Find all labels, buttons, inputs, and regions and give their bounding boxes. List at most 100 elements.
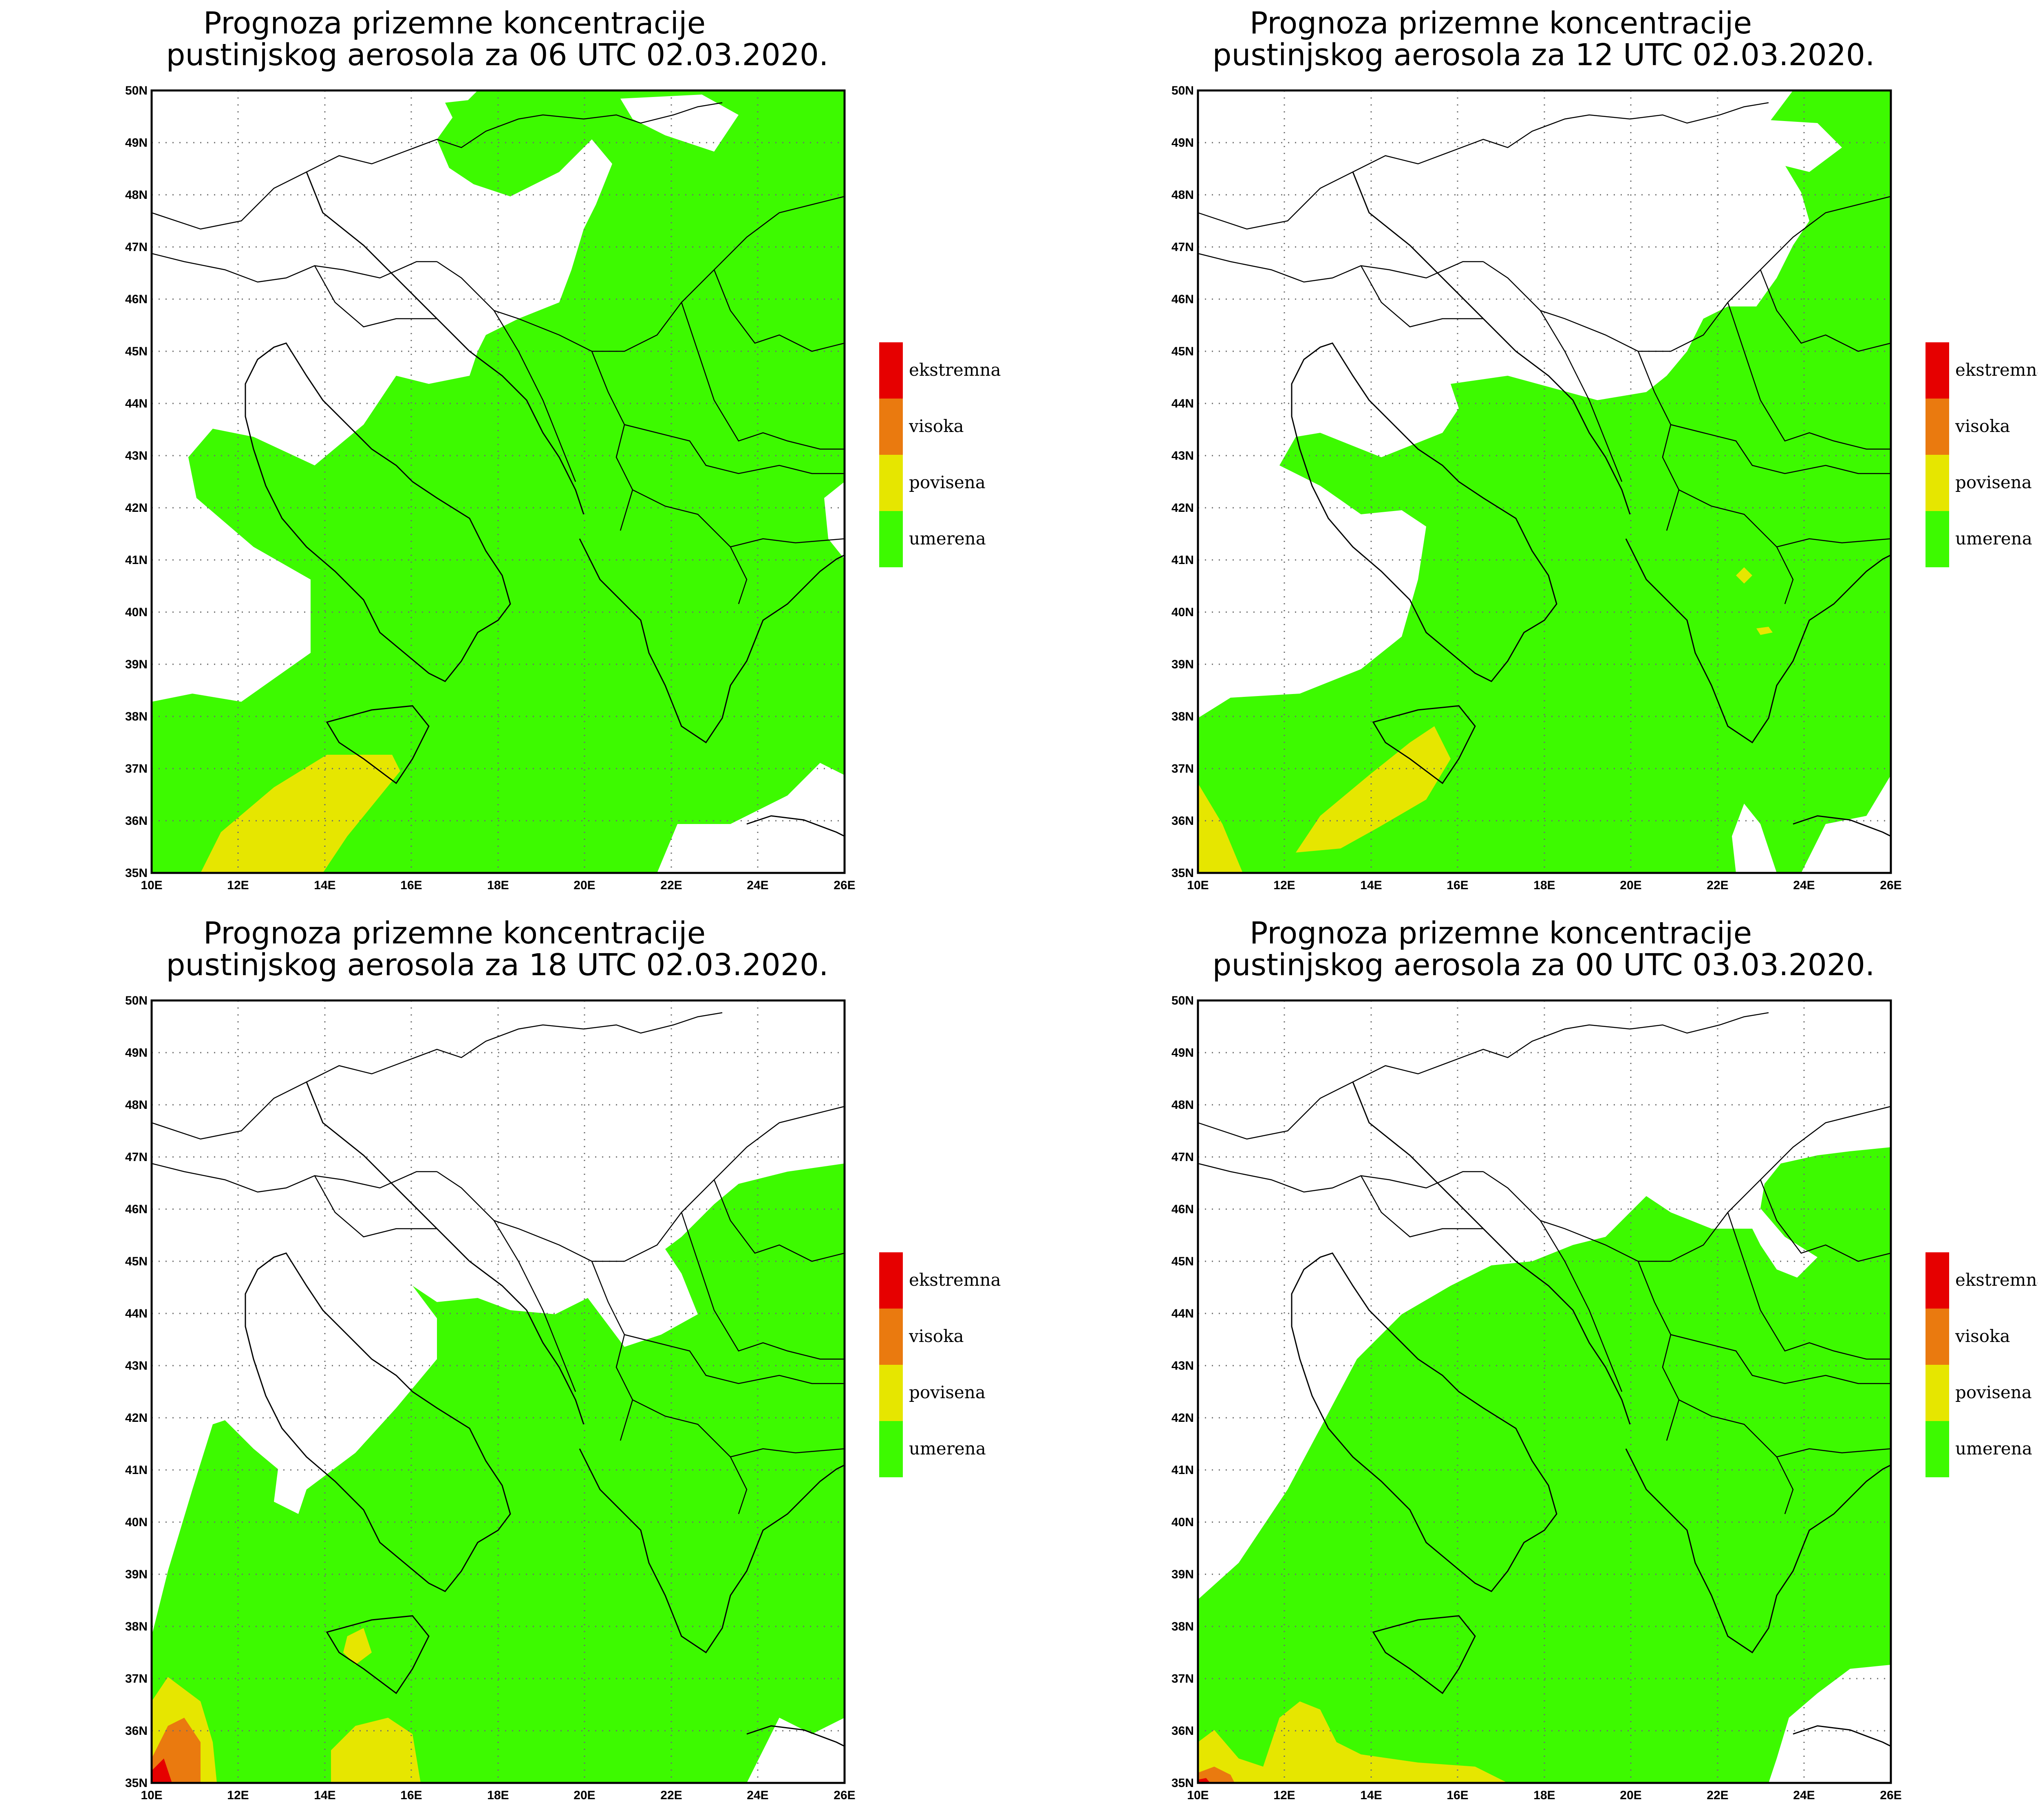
legend: ekstremna visoka povisena umerena [1926, 1252, 2038, 1477]
dust-area-umerena-north [445, 95, 580, 139]
lat-tick-label: 36N [1171, 1724, 1194, 1738]
lon-tick-label: 24E [1793, 1789, 1815, 1802]
legend-swatch-visoka [1926, 1309, 1949, 1365]
lat-tick-label: 37N [1171, 762, 1194, 776]
lon-tick-label: 24E [747, 879, 768, 892]
legend: ekstremna visoka povisena umerena [879, 1252, 1001, 1477]
legend-swatch-visoka [879, 1309, 903, 1365]
legend-label: visoka [909, 1326, 964, 1346]
lon-tick-label: 24E [1793, 879, 1815, 892]
lon-tick-label: 20E [1620, 1789, 1641, 1802]
lat-tick-label: 41N [125, 553, 148, 567]
coastlines [1291, 172, 1891, 837]
legend-swatch-povisena [1926, 455, 1949, 511]
lon-tick-labels: 10E 12E 14E 16E 18E 20E 22E 24E 26E [1187, 879, 1901, 892]
lat-tick-labels: 35N 36N 37N 38N 39N 40N 41N 42N 43N 44N … [1171, 994, 1194, 1790]
legend-label: umerena [1955, 1439, 2032, 1459]
lon-tick-label: 22E [660, 1789, 682, 1802]
lon-tick-label: 20E [573, 879, 595, 892]
lon-tick-labels: 10E 12E 14E 16E 18E 20E 22E 24E 26E [1187, 1789, 1901, 1802]
coastlines [245, 172, 845, 837]
lon-tick-label: 16E [1447, 879, 1468, 892]
lat-tick-label: 35N [125, 866, 148, 880]
dust-area-povisena [1736, 567, 1752, 584]
forecast-panel-18utc: Prognoza prizemne koncentracije pustinjs… [0, 910, 1046, 1820]
lat-tick-labels: 35N 36N 37N 38N 39N 40N 41N 42N 43N 44N … [125, 994, 148, 1790]
legend-swatch-visoka [1926, 399, 1949, 455]
country-borders [1198, 102, 1891, 604]
lon-tick-label: 16E [400, 879, 422, 892]
legend-swatch-umerena [879, 1421, 903, 1477]
legend-swatch-povisena [1926, 1365, 1949, 1421]
dust-area-umerena [1198, 90, 1891, 873]
forecast-map: Prognoza prizemne koncentracije pustinjs… [1171, 916, 2038, 1802]
dust-area-ekstremna [152, 1758, 172, 1783]
lon-tick-label: 10E [141, 1789, 162, 1802]
lon-tick-label: 12E [1273, 879, 1295, 892]
lat-tick-label: 41N [125, 1463, 148, 1477]
clear-area [620, 95, 739, 152]
lon-tick-label: 18E [487, 1789, 509, 1802]
lat-tick-label: 40N [1171, 606, 1194, 619]
legend-swatch-ekstremna [879, 342, 903, 399]
lat-tick-labels: 35N 36N 37N 38N 39N 40N 41N 42N 43N 44N … [125, 84, 148, 880]
legend-swatch-umerena [1926, 511, 1949, 567]
lon-tick-label: 14E [314, 879, 335, 892]
country-borders [151, 1012, 845, 1514]
legend-label: povisena [909, 472, 986, 492]
lon-tick-labels: 10E 12E 14E 16E 18E 20E 22E 24E 26E [141, 1789, 855, 1802]
legend-label: ekstremna [1955, 1270, 2038, 1290]
lat-tick-label: 46N [1171, 1203, 1194, 1216]
panel-title-line1: Prognoza prizemne koncentracije [1250, 916, 1752, 951]
lon-tick-label: 14E [1360, 879, 1382, 892]
dust-area-povisena [331, 1718, 421, 1783]
lon-tick-label: 22E [1707, 879, 1728, 892]
map-frame [1197, 999, 1892, 1784]
lat-tick-label: 48N [125, 188, 148, 202]
lat-tick-label: 43N [1171, 1359, 1194, 1373]
panel-title-line2: pustinjskog aerosola za 18 UTC 02.03.202… [166, 947, 828, 983]
dust-area-povisena [201, 755, 400, 873]
lon-tick-label: 14E [314, 1789, 335, 1802]
lat-tick-label: 36N [125, 814, 148, 828]
lon-tick-label: 26E [1880, 1789, 1901, 1802]
lat-tick-label: 39N [125, 1568, 148, 1581]
forecast-map: Prognoza prizemne koncentracije pustinjs… [1171, 6, 2038, 892]
dust-area-povisena [1296, 726, 1451, 853]
lat-tick-label: 48N [125, 1098, 148, 1112]
legend-swatch-povisena [879, 455, 903, 511]
lon-tick-label: 10E [141, 879, 162, 892]
lat-tick-label: 38N [125, 1620, 148, 1633]
lat-tick-label: 48N [1171, 188, 1194, 202]
forecast-panel-12utc: Prognoza prizemne koncentracije pustinjs… [1046, 0, 2038, 910]
lat-tick-label: 44N [1171, 397, 1194, 410]
dust-area-povisena [1198, 1701, 1508, 1783]
legend-label: povisena [1955, 472, 2032, 492]
lat-tick-label: 41N [1171, 1463, 1194, 1477]
lon-tick-label: 12E [227, 1789, 249, 1802]
lat-tick-label: 36N [1171, 814, 1194, 828]
grid [1198, 90, 1891, 873]
legend-label: ekstremna [909, 360, 1001, 380]
lat-tick-label: 37N [125, 1672, 148, 1686]
country-borders [1198, 1012, 1891, 1514]
lat-tick-label: 49N [125, 136, 148, 150]
lat-tick-label: 49N [1171, 1046, 1194, 1060]
panel-title-line2: pustinjskog aerosola za 12 UTC 02.03.202… [1212, 37, 1875, 73]
lat-tick-label: 42N [1171, 1411, 1194, 1425]
lat-tick-label: 45N [1171, 1255, 1194, 1268]
map-frame [1197, 89, 1892, 874]
dust-area-povisena [343, 1628, 372, 1665]
forecast-panel-06utc: Prognoza prizemne koncentracije pustinjs… [0, 0, 1046, 910]
lat-tick-label: 35N [1171, 866, 1194, 880]
legend-label: povisena [1955, 1382, 2032, 1402]
lat-tick-label: 50N [125, 994, 148, 1007]
lat-tick-label: 40N [1171, 1516, 1194, 1529]
legend-swatch-povisena [879, 1365, 903, 1421]
clear-area [1752, 119, 1842, 172]
legend-label: ekstremna [1955, 360, 2038, 380]
lon-tick-label: 12E [227, 879, 249, 892]
grid [1198, 1000, 1891, 1783]
legend-swatch-ekstremna [879, 1252, 903, 1309]
lat-tick-label: 40N [125, 1516, 148, 1529]
